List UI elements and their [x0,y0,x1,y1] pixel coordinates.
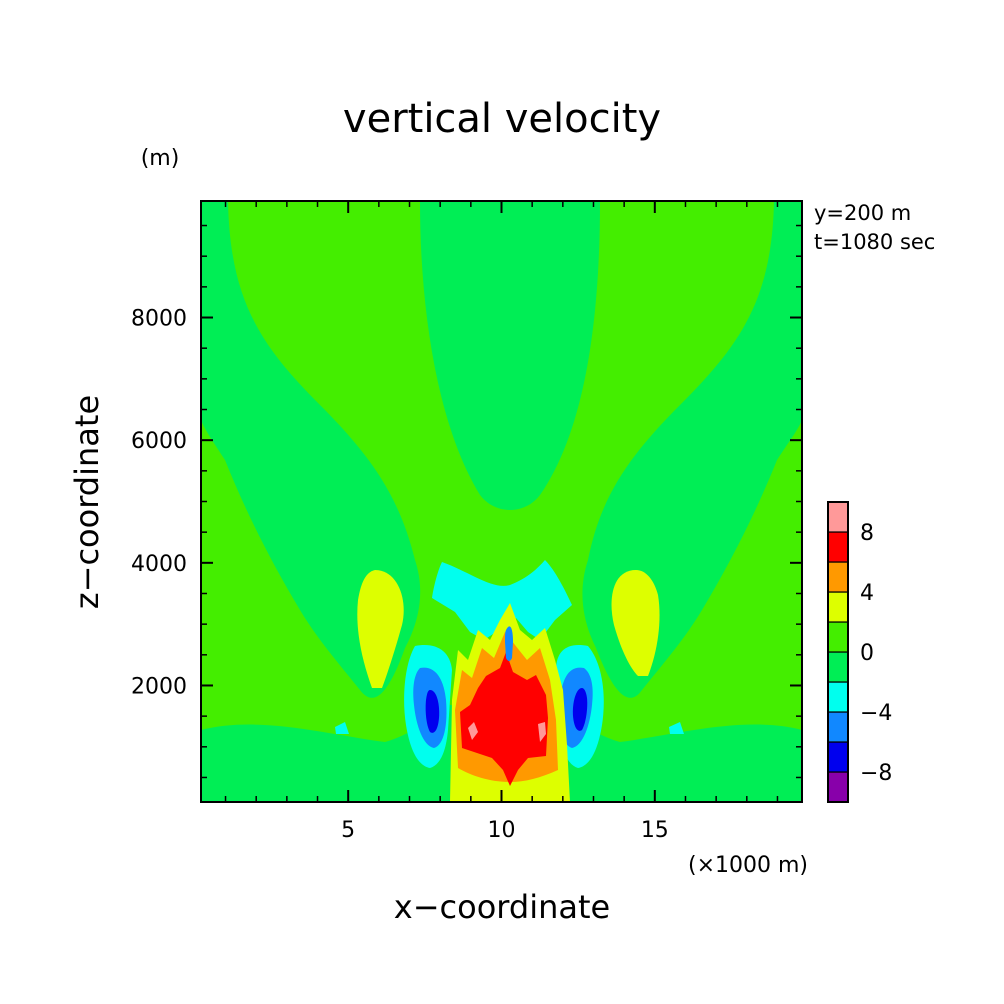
colorbar-tick-label: 4 [860,581,874,606]
colorbar: 8 4 0 −4 −8 [827,501,892,803]
colorbar-tick-label: −8 [860,761,892,786]
x-tick-label: 5 [341,818,355,843]
colorbar-segment [827,741,849,773]
contour-field [201,201,802,802]
colorbar-segment [827,501,849,533]
colorbar-segment [827,531,849,563]
colorbar-segment [827,771,849,803]
x-tick-label: 10 [488,818,516,843]
contour-max-left [468,722,478,740]
y-axis-label: z−coordinate [68,395,106,609]
contour-negative-right-core [572,688,588,731]
contour-max-right [538,722,546,742]
y-tick-label: 4000 [131,552,187,577]
contour-positive-central-red [460,652,548,786]
contour-negative-left-core [425,690,440,733]
y-axis: 2000 4000 6000 8000 [131,307,802,699]
colorbar-segment [827,591,849,623]
contour-negative-small-left [335,722,349,734]
colorbar-segment [827,621,849,653]
x-unit-label: (×1000 m) [688,853,808,878]
x-tick-label: 15 [641,818,669,843]
colorbar-segment [827,561,849,593]
colorbar-segment [827,651,849,683]
y-tick-label: 8000 [131,307,187,332]
contour-negative-upper [432,560,572,640]
x-axis-label: x−coordinate [394,888,610,926]
y-unit-label: (m) [141,146,180,171]
contour-zero-left [201,201,421,698]
colorbar-tick-label: 0 [860,641,874,666]
colorbar-frame [827,501,849,803]
x-axis: 5 10 15 [341,201,669,843]
annotation-y: y=200 m [814,201,911,225]
colorbar-segment [827,711,849,743]
contour-positive-right-lobe [611,570,660,676]
contour-negative-small-right [669,722,684,734]
contour-negative-column [505,626,513,661]
y-tick-label: 2000 [131,674,187,699]
y-tick-label: 6000 [131,429,187,454]
contour-zero-central [420,201,600,510]
colorbar-segment [827,681,849,713]
contour-positive-left-lobe [357,570,404,688]
colorbar-tick-label: −4 [860,701,892,726]
colorbar-tick-label: 8 [860,521,874,546]
x-minor-ticks [224,201,779,802]
y-minor-ticks [201,224,802,779]
chart-title: vertical velocity [343,96,661,142]
annotation-t: t=1080 sec [814,230,935,254]
